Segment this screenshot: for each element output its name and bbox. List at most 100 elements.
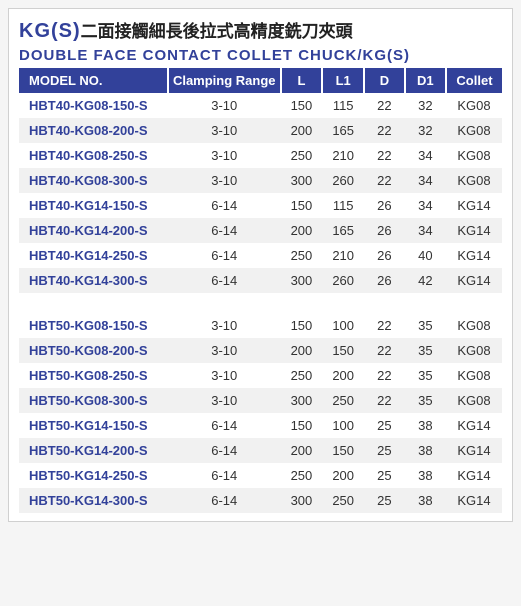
cell-l: 150	[281, 193, 323, 218]
cell-d: 22	[364, 118, 405, 143]
cell-model: HBT40-KG14-150-S	[19, 193, 168, 218]
cell-l1: 165	[322, 118, 364, 143]
header-l: L	[281, 68, 323, 93]
cell-d1: 42	[405, 268, 446, 293]
cell-d1: 32	[405, 118, 446, 143]
cell-d: 26	[364, 193, 405, 218]
cell-collet: KG08	[446, 168, 502, 193]
cell-range: 6-14	[168, 488, 281, 513]
cell-range: 3-10	[168, 388, 281, 413]
header-d: D	[364, 68, 405, 93]
cell-model: HBT40-KG14-250-S	[19, 243, 168, 268]
cell-d1: 35	[405, 388, 446, 413]
cell-model: HBT50-KG14-200-S	[19, 438, 168, 463]
header-collet: Collet	[446, 68, 502, 93]
cell-d1: 34	[405, 168, 446, 193]
cell-d1: 38	[405, 438, 446, 463]
cell-d1: 34	[405, 143, 446, 168]
cell-l: 200	[281, 338, 323, 363]
cell-d: 25	[364, 463, 405, 488]
cell-range: 3-10	[168, 363, 281, 388]
cell-d1: 38	[405, 488, 446, 513]
cell-d: 22	[364, 313, 405, 338]
cell-d: 25	[364, 488, 405, 513]
cell-range: 6-14	[168, 268, 281, 293]
cell-range: 6-14	[168, 218, 281, 243]
cell-d1: 35	[405, 313, 446, 338]
cell-l: 250	[281, 463, 323, 488]
cell-d: 25	[364, 438, 405, 463]
cell-model: HBT50-KG08-250-S	[19, 363, 168, 388]
cell-d1: 34	[405, 193, 446, 218]
title-row: KG(S)二面接觸細長後拉式高精度銑刀夾頭	[19, 17, 502, 43]
cell-l1: 260	[322, 168, 364, 193]
cell-l1: 250	[322, 388, 364, 413]
table-row: HBT50-KG08-250-S3-102502002235KG08	[19, 363, 502, 388]
cell-model: HBT50-KG08-200-S	[19, 338, 168, 363]
cell-d1: 35	[405, 338, 446, 363]
table-row: HBT50-KG14-300-S6-143002502538KG14	[19, 488, 502, 513]
cell-d1: 38	[405, 463, 446, 488]
cell-l: 300	[281, 388, 323, 413]
title-chinese: 二面接觸細長後拉式高精度銑刀夾頭	[81, 22, 353, 41]
table-row: HBT40-KG08-200-S3-102001652232KG08	[19, 118, 502, 143]
cell-model: HBT50-KG14-300-S	[19, 488, 168, 513]
cell-l1: 165	[322, 218, 364, 243]
cell-range: 6-14	[168, 438, 281, 463]
cell-d: 22	[364, 388, 405, 413]
cell-d1: 34	[405, 218, 446, 243]
cell-d: 22	[364, 168, 405, 193]
table-row: HBT40-KG14-150-S6-141501152634KG14	[19, 193, 502, 218]
cell-d: 22	[364, 363, 405, 388]
cell-range: 3-10	[168, 313, 281, 338]
cell-d1: 32	[405, 93, 446, 118]
cell-collet: KG14	[446, 193, 502, 218]
cell-l1: 115	[322, 193, 364, 218]
cell-collet: KG14	[446, 438, 502, 463]
table-row: HBT50-KG14-200-S6-142001502538KG14	[19, 438, 502, 463]
cell-d: 26	[364, 268, 405, 293]
cell-collet: KG08	[446, 143, 502, 168]
header-d1: D1	[405, 68, 446, 93]
cell-model: HBT50-KG08-300-S	[19, 388, 168, 413]
cell-l: 250	[281, 143, 323, 168]
table-row: HBT50-KG14-150-S6-141501002538KG14	[19, 413, 502, 438]
cell-range: 6-14	[168, 463, 281, 488]
table-row: HBT50-KG08-150-S3-101501002235KG08	[19, 313, 502, 338]
cell-d: 25	[364, 413, 405, 438]
cell-range: 6-14	[168, 243, 281, 268]
cell-model: HBT50-KG14-150-S	[19, 413, 168, 438]
table-gap-row	[19, 293, 502, 313]
cell-l1: 100	[322, 413, 364, 438]
cell-model: HBT40-KG08-150-S	[19, 93, 168, 118]
cell-collet: KG14	[446, 413, 502, 438]
cell-l1: 200	[322, 463, 364, 488]
table-row: HBT50-KG08-200-S3-102001502235KG08	[19, 338, 502, 363]
cell-l1: 150	[322, 438, 364, 463]
cell-d: 22	[364, 143, 405, 168]
cell-model: HBT40-KG08-250-S	[19, 143, 168, 168]
cell-model: HBT50-KG14-250-S	[19, 463, 168, 488]
cell-l: 300	[281, 488, 323, 513]
header-l1: L1	[322, 68, 364, 93]
table-row: HBT40-KG14-300-S6-143002602642KG14	[19, 268, 502, 293]
cell-d: 26	[364, 218, 405, 243]
cell-d1: 35	[405, 363, 446, 388]
cell-d: 22	[364, 338, 405, 363]
cell-l: 200	[281, 118, 323, 143]
table-row: HBT40-KG14-200-S6-142001652634KG14	[19, 218, 502, 243]
table-row: HBT40-KG08-150-S3-101501152232KG08	[19, 93, 502, 118]
cell-l1: 100	[322, 313, 364, 338]
table-header-row: MODEL NO. Clamping Range L L1 D D1 Colle…	[19, 68, 502, 93]
cell-l: 200	[281, 218, 323, 243]
cell-l: 250	[281, 363, 323, 388]
cell-l1: 250	[322, 488, 364, 513]
cell-l1: 200	[322, 363, 364, 388]
title-english: DOUBLE FACE CONTACT COLLET CHUCK/KG(S)	[19, 47, 502, 64]
header-range: Clamping Range	[168, 68, 281, 93]
cell-model: HBT40-KG14-200-S	[19, 218, 168, 243]
cell-range: 3-10	[168, 118, 281, 143]
cell-d1: 38	[405, 413, 446, 438]
table-row: HBT50-KG08-300-S3-103002502235KG08	[19, 388, 502, 413]
cell-model: HBT40-KG08-300-S	[19, 168, 168, 193]
